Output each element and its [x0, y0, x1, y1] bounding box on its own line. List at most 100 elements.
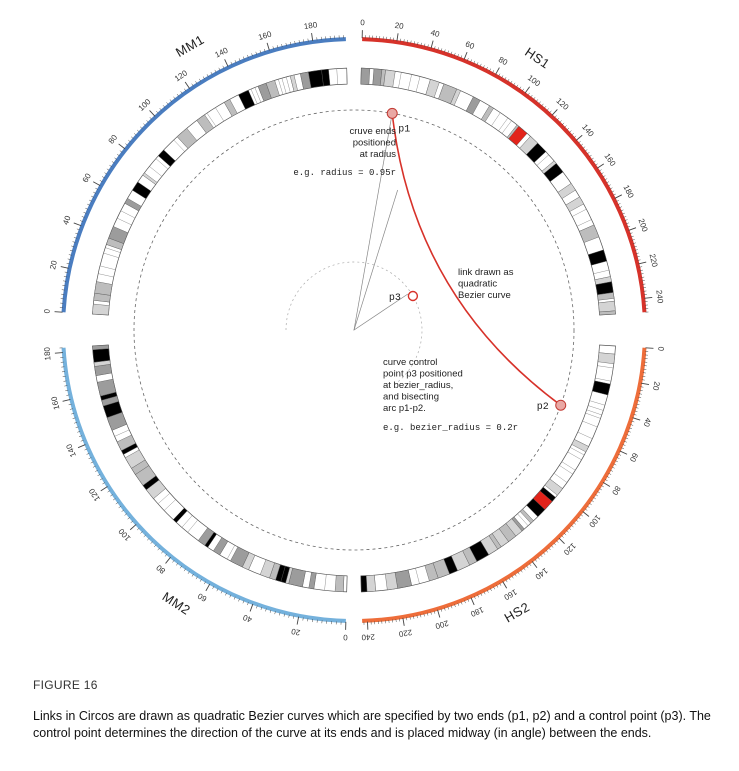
minor-tick: [255, 51, 258, 55]
minor-tick: [467, 598, 470, 602]
minor-tick: [615, 460, 618, 463]
ideogram-band: [519, 508, 534, 524]
minor-tick: [639, 266, 643, 268]
minor-tick: [607, 184, 611, 187]
minor-tick: [598, 169, 602, 172]
minor-tick: [507, 78, 510, 82]
major-tick: [149, 110, 156, 117]
tick-label: 80: [107, 133, 120, 146]
band-divider: [407, 74, 412, 91]
minor-tick: [131, 136, 134, 139]
minor-tick: [622, 444, 626, 446]
minor-tick: [84, 448, 88, 451]
minor-tick: [157, 547, 160, 551]
band-divider: [585, 412, 601, 419]
minor-tick: [504, 77, 507, 80]
minor-tick: [556, 117, 560, 121]
minor-tick: [573, 135, 577, 139]
minor-tick: [289, 41, 292, 45]
band-divider: [187, 519, 198, 533]
ideogram-mm2: [92, 344, 348, 593]
major-tick: [470, 597, 475, 606]
minor-tick: [566, 530, 569, 533]
minor-tick: [517, 571, 520, 575]
minor-tick: [91, 195, 94, 198]
minor-tick: [440, 608, 443, 612]
minor-tick: [81, 216, 85, 218]
minor-tick: [631, 239, 635, 241]
label-p3: p3: [389, 293, 401, 304]
minor-tick: [191, 83, 194, 87]
minor-tick: [534, 559, 537, 562]
minor-tick: [121, 509, 125, 512]
minor-tick: [238, 58, 241, 62]
tick-label: 140: [580, 122, 596, 138]
major-tick: [396, 33, 399, 42]
minor-tick: [68, 254, 72, 256]
minor-tick: [483, 591, 486, 595]
guide-circle: [133, 109, 575, 551]
minor-tick: [64, 271, 68, 273]
major-tick: [165, 556, 171, 564]
minor-tick: [95, 469, 98, 472]
chromosome-label-hs2: HS2: [502, 599, 533, 625]
ideogram-band: [92, 303, 110, 316]
minor-tick: [440, 48, 443, 52]
ideogram-band: [465, 96, 481, 115]
minor-tick: [578, 141, 581, 144]
band-divider: [570, 447, 585, 456]
minor-tick: [71, 412, 75, 415]
minor-tick: [180, 91, 183, 94]
figure-label: FIGURE 16: [33, 678, 98, 692]
minor-tick: [629, 232, 633, 234]
minor-tick: [233, 596, 236, 600]
minor-tick: [106, 168, 110, 171]
tick-label: 100: [587, 513, 603, 529]
minor-tick: [136, 527, 140, 531]
minor-tick: [80, 439, 84, 442]
minor-tick: [264, 48, 266, 52]
ideogram-mm1: [92, 67, 348, 316]
minor-tick: [265, 608, 267, 612]
minor-tick: [176, 562, 179, 566]
minor-tick: [210, 71, 213, 75]
tick-label: 60: [196, 591, 209, 603]
chromosome-arc-mm1: [61, 37, 346, 313]
band-divider: [498, 117, 509, 132]
minor-tick: [69, 408, 73, 410]
minor-tick: [110, 494, 113, 497]
ideogram-band: [142, 172, 158, 185]
minor-tick: [416, 615, 418, 619]
tick-label: 60: [628, 451, 640, 463]
band-divider: [586, 409, 602, 416]
minor-tick: [222, 65, 225, 69]
minor-tick: [621, 447, 625, 450]
tick-label: 20: [394, 21, 405, 31]
minor-tick: [410, 40, 412, 44]
minor-tick: [551, 545, 554, 548]
ideogram-band: [132, 181, 152, 199]
minor-tick: [580, 143, 584, 147]
band-divider: [593, 269, 610, 274]
minor-tick: [212, 586, 215, 589]
minor-tick: [420, 42, 422, 46]
minor-tick: [493, 586, 495, 590]
ideogram-band: [124, 449, 146, 469]
minor-tick: [166, 102, 169, 105]
minor-tick: [274, 611, 276, 615]
chromosome-label-hs1: HS1: [522, 44, 553, 71]
minor-tick: [624, 219, 628, 221]
minor-tick: [638, 393, 642, 395]
minor-tick: [162, 105, 166, 108]
minor-tick: [220, 590, 223, 594]
minor-tick: [566, 127, 570, 131]
tick-label: 0: [656, 346, 665, 352]
minor-tick: [597, 491, 601, 494]
ideogram-band: [571, 439, 589, 453]
ideogram-band: [196, 114, 214, 134]
bezier-radius-arc: [285, 261, 423, 386]
ideogram-hs1: [360, 67, 616, 316]
minor-tick: [302, 617, 304, 621]
minor-tick: [293, 615, 295, 619]
minor-tick: [427, 44, 429, 48]
